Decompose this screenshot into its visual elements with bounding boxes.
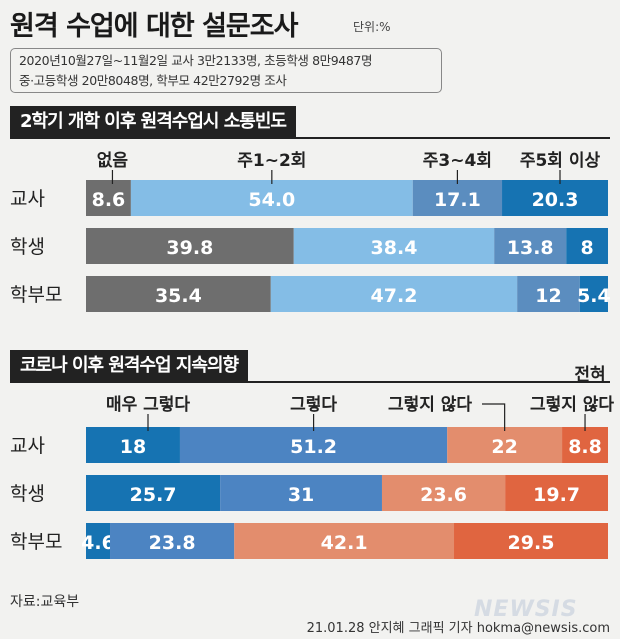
chart1-legend-label-1: 주1~2회 [237,151,306,171]
chart1-bar-1-2 [494,228,567,264]
chart1-value-label-2-0: 35.4 [155,285,202,307]
chart2-legend-label-1: 그렇다 [290,395,337,415]
chart1-value-label-1-2: 13.8 [507,237,554,259]
chart1-bar-1-3 [566,228,608,264]
chart1-bar-2-2 [517,276,580,312]
chart1-bar-0-0 [86,180,131,216]
chart2-value-label-0-0: 18 [120,436,146,458]
chart2-value-label-1-3: 19.7 [533,484,580,506]
section-divider-1 [10,137,610,139]
chart2-value-label-1-0: 25.7 [130,484,177,506]
chart2-bar-1-1 [220,475,382,511]
chart2-bar-1-0 [86,475,221,511]
chart1-bar-2-1 [270,276,518,312]
credit-line: 21.01.28 안지혜 그래픽 기자 hokma@newsis.com [306,621,610,636]
chart1-value-label-0-3: 20.3 [532,189,579,211]
chart1-value-label-0-1: 54.0 [248,189,295,211]
chart1-category-label-2: 학부모 [10,284,62,306]
chart2-bar-0-3 [562,427,608,463]
chart1-category-label-0: 교사 [10,188,45,210]
chart1-bar-2-3 [579,276,608,312]
chart2-bar-2-1 [110,523,235,559]
chart1-value-label-2-3: 5.4 [577,285,611,307]
chart2-value-label-2-3: 29.5 [508,532,555,554]
chart1-value-label-2-1: 47.2 [371,285,418,307]
newsis-watermark: NEWSIS [474,597,578,622]
survey-info-line-1: 2020년10월27일~11월2일 교사 3만2133명, 초등학생 8만948… [19,53,373,68]
survey-info-box: 2020년10월27일~11월2일 교사 3만2133명, 초등학생 8만948… [10,48,442,93]
chart2-bar-0-1 [179,427,448,463]
chart1-value-label-0-0: 8.6 [92,189,126,211]
chart1-value-label-1-0: 39.8 [166,237,213,259]
chart2-bar-2-3 [454,523,608,559]
chart2-value-label-1-2: 23.6 [420,484,467,506]
chart2-legend-label-2: 그렇지 않다 [388,395,472,415]
chart1-category-label-1: 학생 [10,236,45,258]
chart2-category-label-0: 교사 [10,435,45,457]
chart2-bar-2-0 [86,523,111,559]
chart1-value-label-1-1: 38.4 [371,237,418,259]
chart2-value-label-2-1: 23.8 [149,532,196,554]
chart2-value-label-0-2: 22 [491,436,517,458]
chart2-value-label-2-2: 42.1 [321,532,368,554]
chart1-value-label-1-3: 8 [581,237,594,259]
chart1-bar-1-0 [86,228,294,264]
chart2-category-label-1: 학생 [10,483,45,505]
unit-label: 단위:% [353,20,391,34]
chart2-value-label-2-0: 4.6 [81,532,115,554]
chart2-bar-1-2 [381,475,506,511]
chart2-bar-2-2 [234,523,455,559]
section-title-communication: 2학기 개학 이후 원격수업시 소통빈도 [10,106,296,138]
chart1-legend-label-3: 주5회 이상 [520,151,601,171]
chart2-value-label-0-3: 8.8 [568,436,602,458]
chart1-bar-1-1 [293,228,495,264]
page-title: 원격 수업에 대한 설문조사 [10,11,298,42]
section-divider-2 [10,381,610,383]
chart2-bar-1-3 [505,475,608,511]
chart2-legend-label-0: 매우 그렇다 [106,395,190,415]
chart1-legend-label-0: 없음 [97,151,129,171]
chart1-bar-0-3 [502,180,608,216]
chart2-leader-line-2 [482,403,506,431]
chart2-category-label-2: 학부모 [10,531,62,553]
chart2-legend-strongly-no-line2: 그렇지 않다 [530,395,614,415]
section-title-continuation: 코로나 이후 원격수업 지속의향 [10,350,249,382]
chart1-value-label-2-2: 12 [535,285,561,307]
chart1-legend-label-2: 주3~4회 [423,151,492,171]
chart1-value-label-0-2: 17.1 [434,189,481,211]
chart2-value-label-1-1: 31 [288,484,314,506]
survey-info-line-2: 중·고등학생 20만8048명, 학부모 42만2792명 조사 [19,73,287,88]
chart2-bar-0-2 [447,427,563,463]
chart1-bar-2-0 [86,276,271,312]
chart2-bar-0-0 [86,427,180,463]
chart2-value-label-0-1: 51.2 [290,436,337,458]
source-note: 자료:교육부 [10,594,80,610]
chart2-legend-strongly-no-line1: 전혀 [574,365,605,385]
chart1-bar-0-2 [412,180,503,216]
chart1-bar-0-1 [130,180,413,216]
